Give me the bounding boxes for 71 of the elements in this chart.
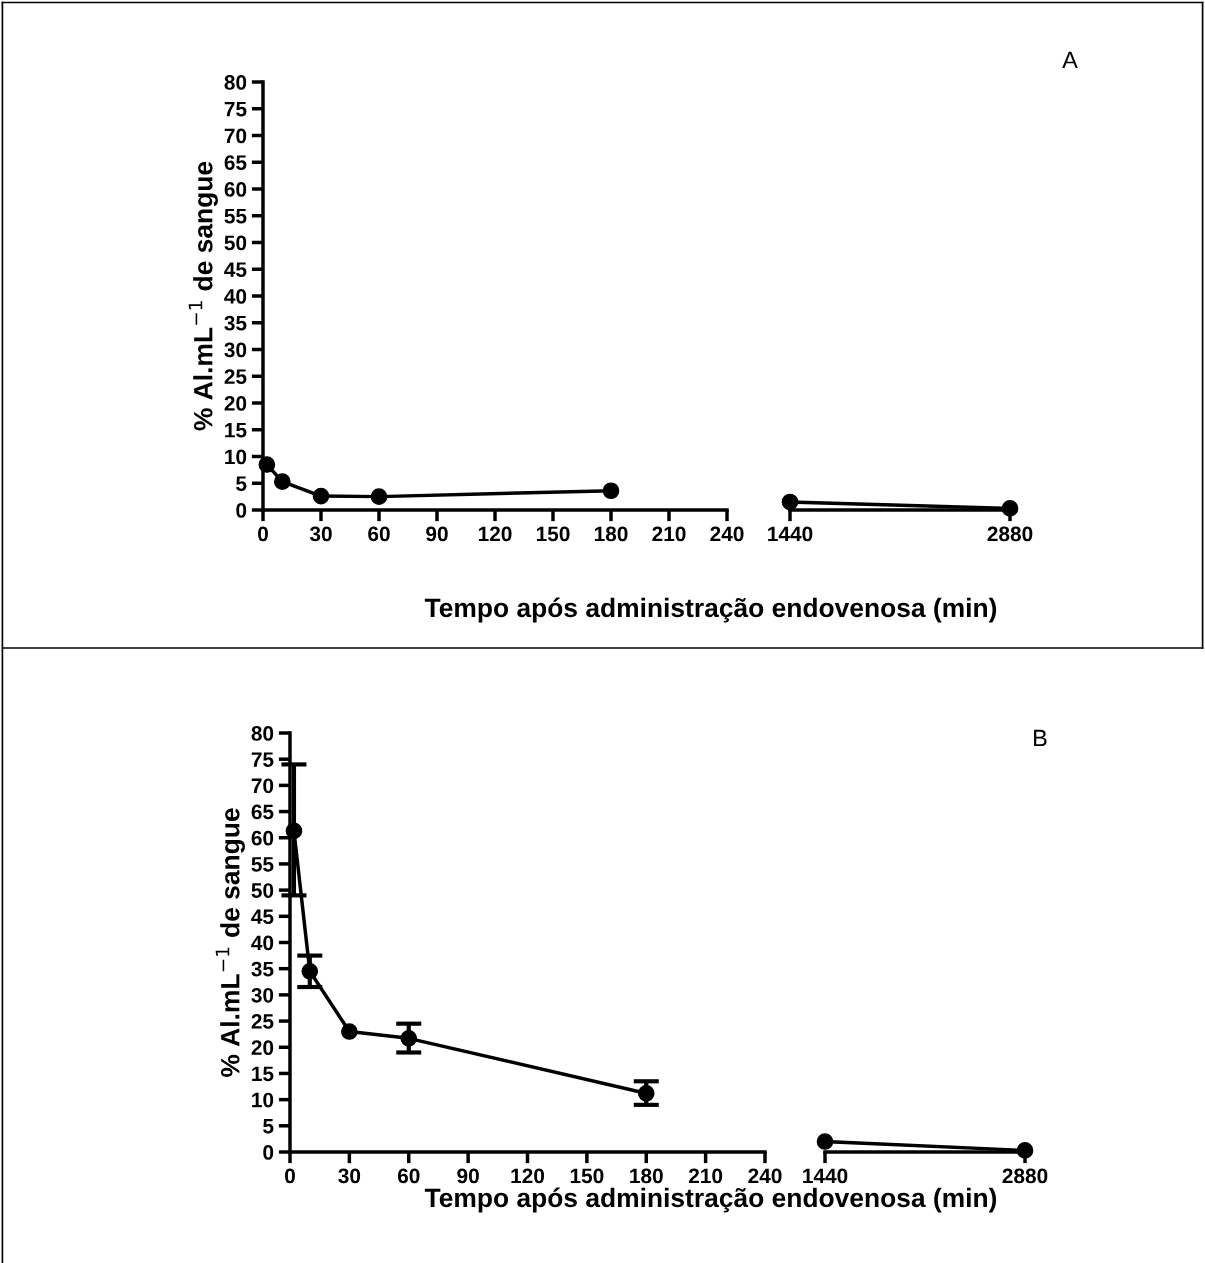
y-tick-label: 80 [224, 75, 247, 90]
y-tick-label: 5 [263, 1119, 274, 1134]
point [637, 1085, 655, 1102]
x-tick-label: 1440 [768, 526, 813, 542]
y-tick-label: 35 [251, 961, 274, 977]
y-axis-title: % Al.mL$^{−1}$ de sangue [188, 161, 218, 431]
y-tick-label: 65 [251, 804, 274, 820]
point [370, 488, 388, 505]
point [400, 1030, 418, 1047]
y-tick-label: 50 [251, 883, 274, 898]
y-tick-label: 75 [251, 752, 274, 767]
x-tick-label: 90 [426, 526, 448, 542]
y-tick-label: 20 [251, 1040, 274, 1055]
x-tick-label: 150 [536, 526, 570, 542]
x-tick-label: 30 [309, 526, 332, 542]
y-tick-label: 0 [263, 1145, 274, 1160]
y-tick-label: 75 [224, 101, 247, 117]
y-tick-label: 30 [251, 987, 274, 1003]
y-tick-label: 30 [224, 342, 247, 358]
x-tick-label: 210 [688, 1168, 723, 1184]
point [312, 487, 330, 505]
y-tick-label: 45 [224, 262, 247, 277]
y-axis-title: % Al.mL$^{−1}$ de sangue [215, 808, 245, 1077]
point [285, 822, 303, 840]
y-tick-label: 40 [224, 289, 247, 304]
point [273, 473, 291, 490]
y-tick-label: 45 [251, 909, 274, 925]
y-tick-label: 70 [224, 128, 247, 144]
y-tick-label: 65 [224, 155, 247, 170]
point [602, 482, 620, 500]
x-tick-label: 1440 [803, 1168, 848, 1184]
y-tick-label: 25 [224, 369, 247, 384]
y-tick-label: 15 [252, 1066, 274, 1082]
y-tick-label: 20 [224, 396, 247, 411]
point [341, 1023, 358, 1040]
x-tick-label: 60 [368, 526, 390, 542]
y-tick-label: 55 [251, 857, 274, 872]
y-tick-label: 70 [251, 778, 274, 794]
x-tick-label: 150 [570, 1168, 604, 1184]
x-tick-label: 210 [652, 526, 686, 542]
text: A [1062, 51, 1078, 69]
x-tick-label: 60 [397, 1168, 420, 1184]
y-tick-label: 50 [224, 235, 247, 251]
x-axis-title: Tempo após administração endovenosa (min) [424, 597, 997, 623]
y-tick-label: 55 [224, 208, 247, 224]
x-tick-label: 240 [710, 526, 744, 542]
y-tick-label: 60 [251, 830, 274, 846]
point [258, 456, 276, 473]
x-axis-title: Tempo após administração endovenosa (min) [424, 1187, 997, 1213]
x-tick-label: 120 [511, 1168, 545, 1184]
y-tick-label: 35 [224, 315, 247, 331]
x-tick-label: 180 [630, 1168, 663, 1184]
point [301, 962, 319, 980]
x-tick-label: 90 [457, 1168, 479, 1184]
y-tick-label: 5 [236, 476, 247, 491]
text: B [1034, 729, 1047, 747]
x-tick-label: 30 [338, 1168, 361, 1184]
y-tick-label: 25 [251, 1014, 274, 1029]
y-tick-label: 40 [251, 935, 274, 951]
x-tick-label: 240 [748, 1168, 782, 1184]
x-tick-label: 120 [478, 526, 512, 542]
y-tick-label: 10 [252, 1092, 274, 1108]
x-tick-label: 2880 [1002, 1168, 1048, 1184]
y-tick-label: 80 [251, 726, 274, 741]
y-tick-label: 0 [236, 503, 247, 518]
y-tick-label: 10 [225, 449, 247, 465]
y-tick-label: 60 [224, 182, 247, 197]
x-tick-label: 180 [594, 526, 628, 542]
y-tick-label: 15 [225, 422, 247, 438]
x-tick-label: 0 [285, 1168, 295, 1184]
x-tick-label: 2880 [987, 526, 1033, 542]
